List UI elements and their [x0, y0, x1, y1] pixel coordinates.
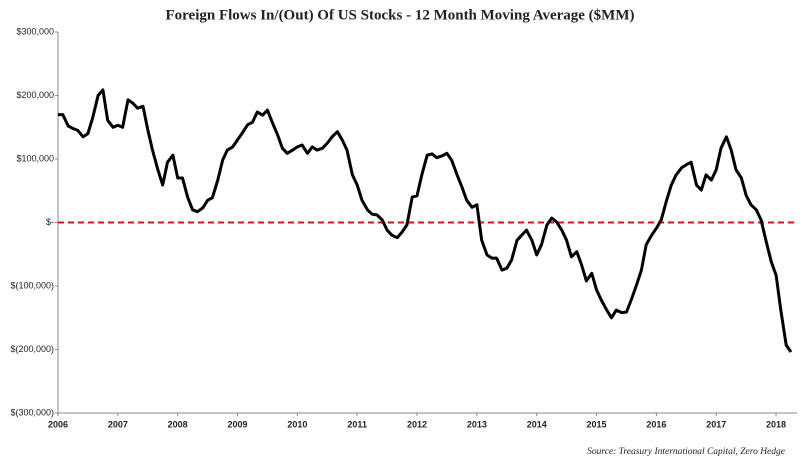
y-tick-label: $100,000 — [16, 153, 54, 163]
x-tick-label: 2009 — [227, 419, 247, 429]
y-tick-label: $200,000 — [16, 90, 54, 100]
x-tick-label: 2012 — [407, 419, 427, 429]
x-tick-label: 2018 — [766, 419, 786, 429]
x-tick-label: 2008 — [168, 419, 188, 429]
y-tick-label: $300,000 — [16, 26, 54, 36]
y-tick-label: $(200,000) — [10, 344, 54, 354]
x-tick-label: 2007 — [108, 419, 128, 429]
x-tick-label: 2017 — [706, 419, 726, 429]
source: Source: Treasury International Capital, … — [587, 447, 785, 457]
x-tick-label: 2011 — [347, 419, 367, 429]
y-tick-label: $(100,000) — [10, 280, 54, 290]
x-tick-label: 2015 — [587, 419, 607, 429]
x-tick-label: 2006 — [48, 419, 68, 429]
line — [58, 88, 793, 353]
y-tick-label: $- — [46, 217, 54, 227]
chart-title: Foreign Flows In/(Out) Of US Stocks - 12… — [166, 7, 635, 23]
x-tick-label: 2010 — [287, 419, 307, 429]
x-tick-label: 2013 — [467, 419, 487, 429]
x-tick-label: 2016 — [646, 419, 666, 429]
y-tick-label: $(300,000) — [10, 407, 54, 417]
x-tick-label: 2014 — [527, 419, 547, 429]
